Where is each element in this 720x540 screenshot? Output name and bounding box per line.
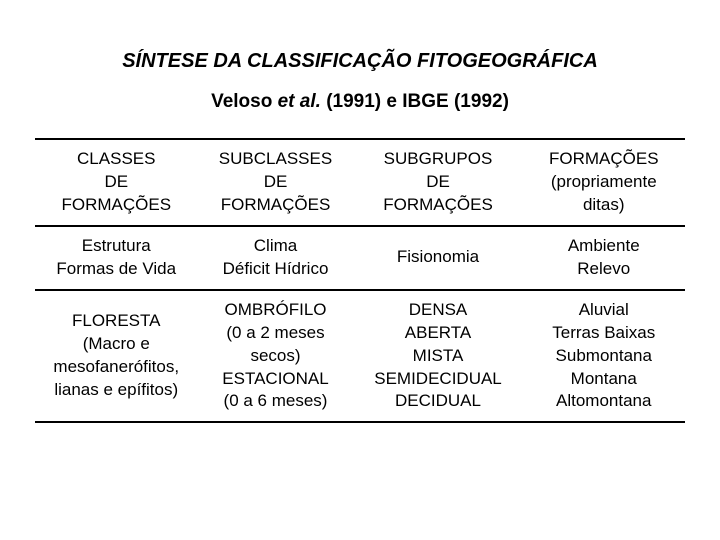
subtitle-prefix: Veloso bbox=[211, 91, 278, 112]
subtitle-etal: et al. bbox=[278, 91, 321, 112]
cell-ombrofilo: OMBRÓFILO(0 a 2 mesessecos)ESTACIONAL(0 … bbox=[198, 290, 354, 423]
header-subclasses: SUBCLASSESDEFORMAÇÕES bbox=[198, 139, 354, 226]
cell-densa: DENSAABERTAMISTASEMIDECIDUALDECIDUAL bbox=[354, 290, 523, 423]
header-subgrupos: SUBGRUPOSDEFORMAÇÕES bbox=[354, 139, 523, 226]
table-header-row: CLASSESDEFORMAÇÕES SUBCLASSESDEFORMAÇÕES… bbox=[35, 139, 685, 226]
classification-table: CLASSESDEFORMAÇÕES SUBCLASSESDEFORMAÇÕES… bbox=[35, 138, 685, 423]
cell-aluvial: AluvialTerras BaixasSubmontanaMontanaAlt… bbox=[523, 290, 686, 423]
page-title: SÍNTESE DA CLASSIFICAÇÃO FITOGEOGRÁFICA bbox=[35, 50, 685, 73]
table-row: FLORESTA(Macro emesofanerófitos,lianas e… bbox=[35, 290, 685, 423]
table-row: EstruturaFormas de Vida ClimaDéficit Híd… bbox=[35, 226, 685, 290]
cell-estrutura: EstruturaFormas de Vida bbox=[35, 226, 198, 290]
page-subtitle: Veloso et al. (1991) e IBGE (1992) bbox=[35, 91, 685, 113]
header-formacoes: FORMAÇÕES(propriamenteditas) bbox=[523, 139, 686, 226]
cell-floresta: FLORESTA(Macro emesofanerófitos,lianas e… bbox=[35, 290, 198, 423]
cell-clima: ClimaDéficit Hídrico bbox=[198, 226, 354, 290]
header-classes: CLASSESDEFORMAÇÕES bbox=[35, 139, 198, 226]
page-container: SÍNTESE DA CLASSIFICAÇÃO FITOGEOGRÁFICA … bbox=[0, 0, 720, 423]
cell-ambiente: AmbienteRelevo bbox=[523, 226, 686, 290]
cell-fisionomia: Fisionomia bbox=[354, 226, 523, 290]
subtitle-suffix: (1991) e IBGE (1992) bbox=[321, 91, 509, 112]
